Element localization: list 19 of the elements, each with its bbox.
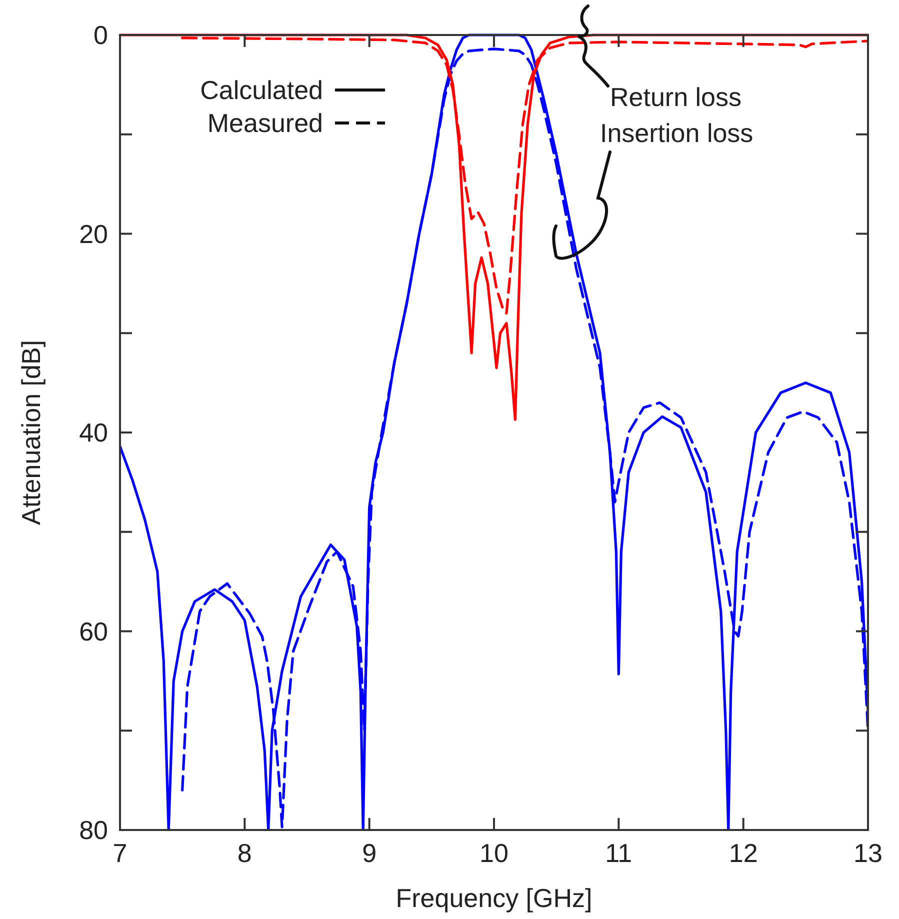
annotation: Return loss	[610, 82, 742, 112]
annotation: Insertion loss	[600, 118, 754, 148]
annotation: Calculated	[200, 75, 323, 106]
line-series	[120, 34, 868, 421]
x-tick-label: 13	[854, 838, 882, 868]
y-tick-label: 40	[79, 418, 108, 448]
y-tick-label: 0	[94, 20, 108, 50]
x-tick-label: 11	[605, 838, 632, 868]
y-tick-label: 60	[79, 616, 108, 646]
x-tick-label: 9	[362, 838, 377, 868]
x-tick-label: 12	[728, 838, 758, 868]
y-tick-label: 20	[79, 218, 108, 249]
y-axis-title: Attenuation [dB]	[16, 340, 46, 526]
annotation: Measured	[207, 108, 323, 138]
x-tick-label: 10	[480, 838, 508, 868]
x-tick-label: 8	[237, 838, 252, 868]
y-tick-label: 80	[79, 815, 108, 846]
x-axis-title: Frequency [GHz]	[396, 883, 592, 913]
x-tick-label: 7	[112, 838, 128, 868]
